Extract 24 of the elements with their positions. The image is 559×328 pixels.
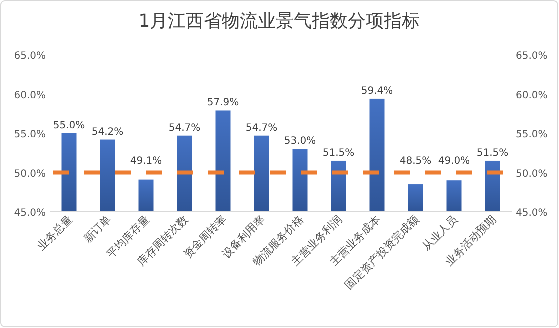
data-label: 48.5% [400, 156, 432, 167]
y-tick-label: 65.0% [14, 51, 46, 62]
data-label: 57.9% [207, 98, 240, 109]
y-tick-label: 45.0% [14, 208, 46, 219]
y2-tick-label: 50.0% [516, 168, 548, 180]
data-label: 49.0% [438, 156, 470, 167]
data-label: 55.0% [53, 120, 86, 132]
x-tick-label: 新订单 [81, 212, 114, 246]
y2-tick-label: 65.0% [516, 51, 548, 62]
data-label: 54.7% [246, 122, 278, 134]
data-label: 51.5% [322, 148, 355, 159]
y-tick-label: 50.0% [14, 168, 46, 180]
y2-tick-label: 45.0% [516, 208, 548, 219]
chart-title: 1月江西省物流业景气指数分项指标 [138, 11, 420, 32]
y2-tick-label: 60.0% [516, 90, 548, 102]
y-tick-label: 60.0% [14, 90, 46, 102]
y2-tick-label: 55.0% [516, 130, 548, 140]
data-label: 59.4% [361, 86, 394, 97]
data-label: 54.7% [168, 122, 201, 134]
data-label: 49.1% [130, 156, 162, 167]
data-label: 51.5% [476, 148, 509, 159]
data-label: 53.0% [284, 136, 316, 148]
data-label: 54.2% [92, 126, 124, 138]
y-tick-label: 55.0% [14, 130, 46, 140]
